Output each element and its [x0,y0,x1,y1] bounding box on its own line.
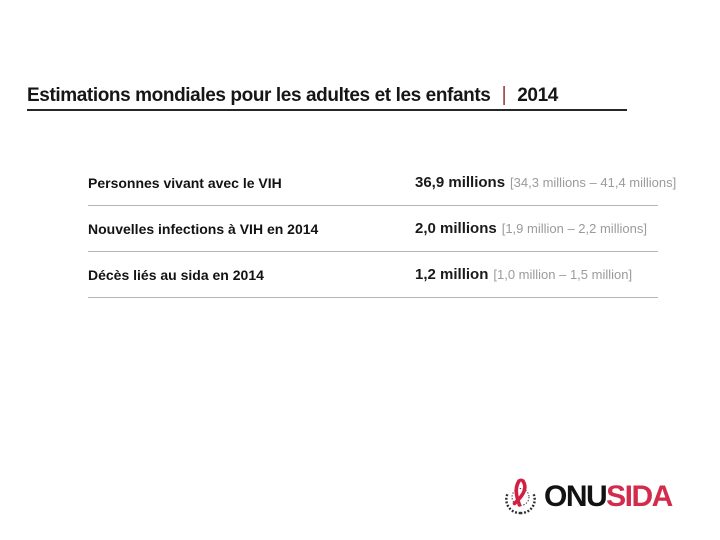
stat-value-range: [1,9 million – 2,2 millions] [501,221,647,236]
stat-label: Nouvelles infections à VIH en 2014 [88,220,319,237]
stat-label: Personnes vivant avec le VIH [88,174,282,191]
onusida-wordmark: ONUSIDA [544,480,673,513]
table-row: Personnes vivant avec le VIH 36,9 millio… [88,160,676,206]
stat-value-main: 1,2 million [415,266,489,283]
table-row: Nouvelles infections à VIH en 2014 2,0 m… [88,206,658,252]
table-row: Décès liés au sida en 2014 1,2 million [1… [88,252,658,298]
stat-value-main: 2,0 millions [415,220,497,237]
stat-value-main: 36,9 millions [415,174,506,191]
statistics-table: Personnes vivant avec le VIH 36,9 millio… [88,160,676,298]
stat-label: Décès liés au sida en 2014 [88,266,264,283]
stat-value: 1,2 million [1,0 million – 1,5 million] [415,266,632,283]
stat-value-range: [1,0 million – 1,5 million] [493,267,633,282]
slide-title-year: 2014 [517,85,558,106]
onusida-logo: ONUSIDA [502,477,673,517]
stat-value: 2,0 millions [1,9 million – 2,2 millions] [415,220,647,237]
logo-text-onu: ONU [544,480,608,513]
slide-title-text: Estimations mondiales pour les adultes e… [27,85,491,106]
logo-text-sida: SIDA [606,480,673,513]
un-wreath-red-ribbon-icon [505,478,536,514]
slide-title: Estimations mondiales pour les adultes e… [27,84,558,107]
title-underline [27,109,627,111]
title-separator: | [501,84,507,106]
stat-value-range: [34,3 millions – 41,4 millions] [510,175,677,190]
stat-value: 36,9 millions [34,3 millions – 41,4 milli… [415,174,676,191]
